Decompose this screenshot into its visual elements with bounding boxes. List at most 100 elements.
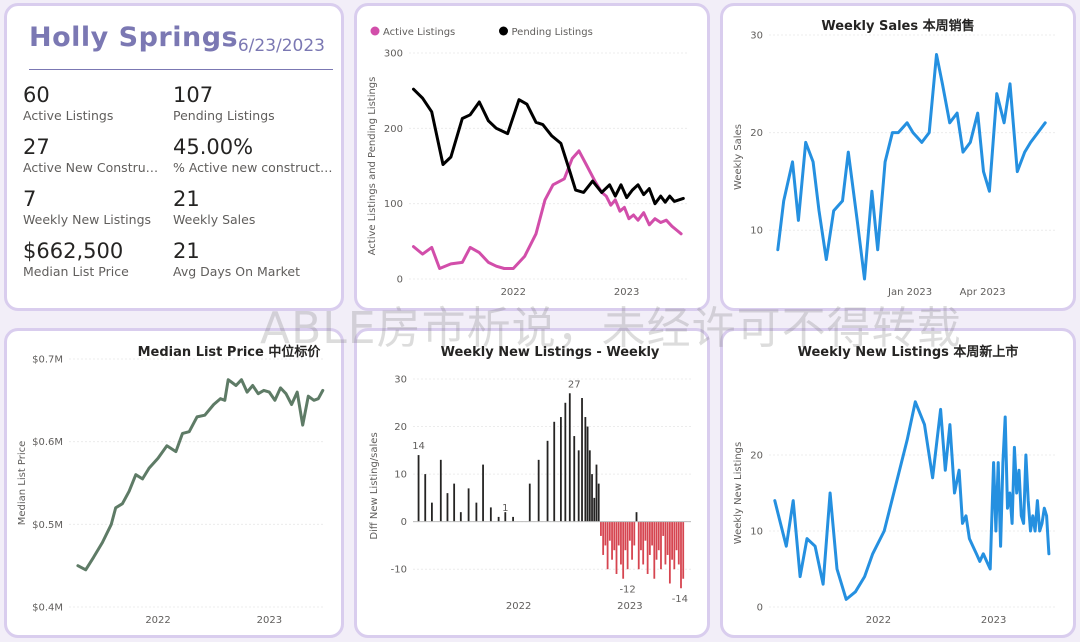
bar: [459, 512, 462, 522]
bar: [431, 502, 433, 522]
chart-title: Weekly New Listings 本周新上市: [798, 344, 1019, 360]
legend-label: Active Listings: [383, 27, 455, 38]
bar: [624, 521, 627, 551]
bar: [664, 521, 667, 565]
bar: [682, 521, 685, 579]
bar: [573, 436, 576, 522]
y-tick-label: 20: [394, 422, 407, 433]
bar: [504, 512, 507, 522]
bar: [584, 417, 587, 522]
y-tick-label: 0: [401, 517, 407, 528]
bar: [657, 521, 660, 551]
y-tick-label: $0.7M: [32, 355, 63, 366]
kpi-header: Holly Springs 6/23/2023: [29, 22, 333, 70]
y-tick-label: 20: [750, 451, 763, 462]
series-line: [776, 53, 1047, 281]
bar: [668, 521, 671, 584]
kpi-value: 21: [173, 187, 200, 211]
data-label: -14: [672, 594, 688, 605]
chart-title: Weekly Sales 本周销售: [821, 18, 974, 34]
y-axis-label: Active Listings and Pending Listings: [367, 77, 378, 256]
bar: [489, 507, 492, 522]
weekly-sales-chart: Weekly Sales 本周销售 10 20 30 Jan 2023 Apr 2023 W…: [733, 18, 1057, 298]
kpi-label: Weekly Sales: [173, 212, 256, 227]
kpi-metric: 107 Pending Listings: [173, 82, 333, 124]
y-tick-label: 30: [750, 31, 763, 42]
bar: [564, 402, 567, 522]
data-label: 1: [502, 503, 508, 514]
kpi-metric: 21 Avg Days On Market: [173, 238, 333, 280]
y-tick-label: 30: [394, 375, 407, 386]
x-tick-label: Apr 2023: [960, 287, 1006, 298]
bar: [655, 521, 658, 560]
report-date: 6/23/2023: [237, 36, 325, 56]
y-tick-label: 20: [750, 128, 763, 139]
y-axis-label: Weekly Sales: [733, 124, 744, 190]
kpi-label: Active New Constructions: [23, 160, 159, 175]
bar: [653, 521, 656, 579]
bar: [628, 521, 631, 541]
bar: [446, 493, 449, 522]
kpi-card: Holly Springs 6/23/2023 60 Active Listing…: [4, 3, 344, 311]
city-title: Holly Springs: [29, 22, 239, 53]
chart-title: Weekly New Listings - Weekly: [441, 345, 660, 360]
x-tick-label: Jan 2023: [887, 287, 932, 298]
kpi-value: 27: [23, 135, 50, 159]
bar: [620, 521, 622, 565]
bar: [631, 521, 633, 560]
y-tick-label: 10: [394, 470, 407, 481]
bar: [611, 521, 613, 560]
kpi-value: $662,500: [23, 239, 124, 263]
active-pending-chart-card: 0 100 200 300 2022 2023 Active Listings and Pe…: [354, 3, 710, 311]
bar: [660, 521, 662, 570]
median-price-chart: Median List Price 中位标价 $0.4M $0.5M $0.6M $0.…: [17, 344, 325, 626]
bar: [581, 398, 583, 522]
kpi-value: 60: [23, 83, 50, 107]
x-tick-label: 2023: [257, 615, 282, 626]
bar: [568, 393, 571, 522]
kpi-value: 107: [173, 83, 214, 107]
bar: [637, 521, 640, 570]
series-line: [412, 149, 683, 270]
kpi-label: Median List Price: [23, 264, 129, 279]
kpi-metric: 21 Weekly Sales: [173, 186, 333, 228]
weekly-sales-chart-card: Weekly Sales 本周销售 10 20 30 Jan 2023 Apr 2023 W…: [720, 3, 1076, 311]
bar: [546, 440, 549, 522]
y-tick-label: 300: [384, 49, 403, 60]
weekly-new-listings-chart-card: Weekly New Listings 本周新上市 0 10 20 2022 2023 We…: [720, 328, 1076, 638]
y-tick-label: $0.4M: [32, 603, 63, 614]
bar: [606, 521, 609, 570]
bar: [622, 521, 625, 579]
weekly-new-listings-chart: Weekly New Listings 本周新上市 0 10 20 2022 2023 We…: [733, 344, 1057, 626]
active-pending-chart: 0 100 200 300 2022 2023 Active Listings and Pe…: [367, 26, 689, 298]
data-label: -12: [619, 585, 635, 596]
bar: [577, 450, 580, 522]
bar: [613, 521, 616, 551]
bar: [588, 450, 591, 522]
kpi-label: Weekly New Listings: [23, 212, 152, 227]
legend-marker: [499, 26, 508, 36]
weekly-diff-chart: Weekly New Listings - Weekly -10 0 10 20 30 20…: [369, 345, 691, 612]
y-tick-label: $0.6M: [32, 437, 63, 448]
bar: [677, 521, 680, 565]
y-tick-label: 10: [750, 226, 763, 237]
bar: [559, 417, 562, 522]
chart-title: Median List Price 中位标价: [138, 344, 322, 360]
legend-label: Pending Listings: [512, 27, 593, 38]
kpi-metric: 45.00%% Active new constructions: [173, 134, 333, 176]
bar: [602, 521, 605, 555]
bar: [604, 521, 607, 546]
x-tick-label: 2022: [501, 287, 526, 298]
bar: [662, 521, 665, 536]
legend-marker: [370, 26, 380, 36]
kpi-metric: $662,500 Median List Price: [23, 238, 159, 280]
x-tick-label: 2023: [614, 287, 639, 298]
bar: [675, 521, 678, 551]
bar: [467, 488, 470, 522]
bar: [553, 421, 556, 522]
y-tick-label: 10: [750, 527, 763, 538]
x-tick-label: 2023: [981, 615, 1006, 626]
bar: [593, 497, 596, 522]
bar: [651, 521, 653, 546]
